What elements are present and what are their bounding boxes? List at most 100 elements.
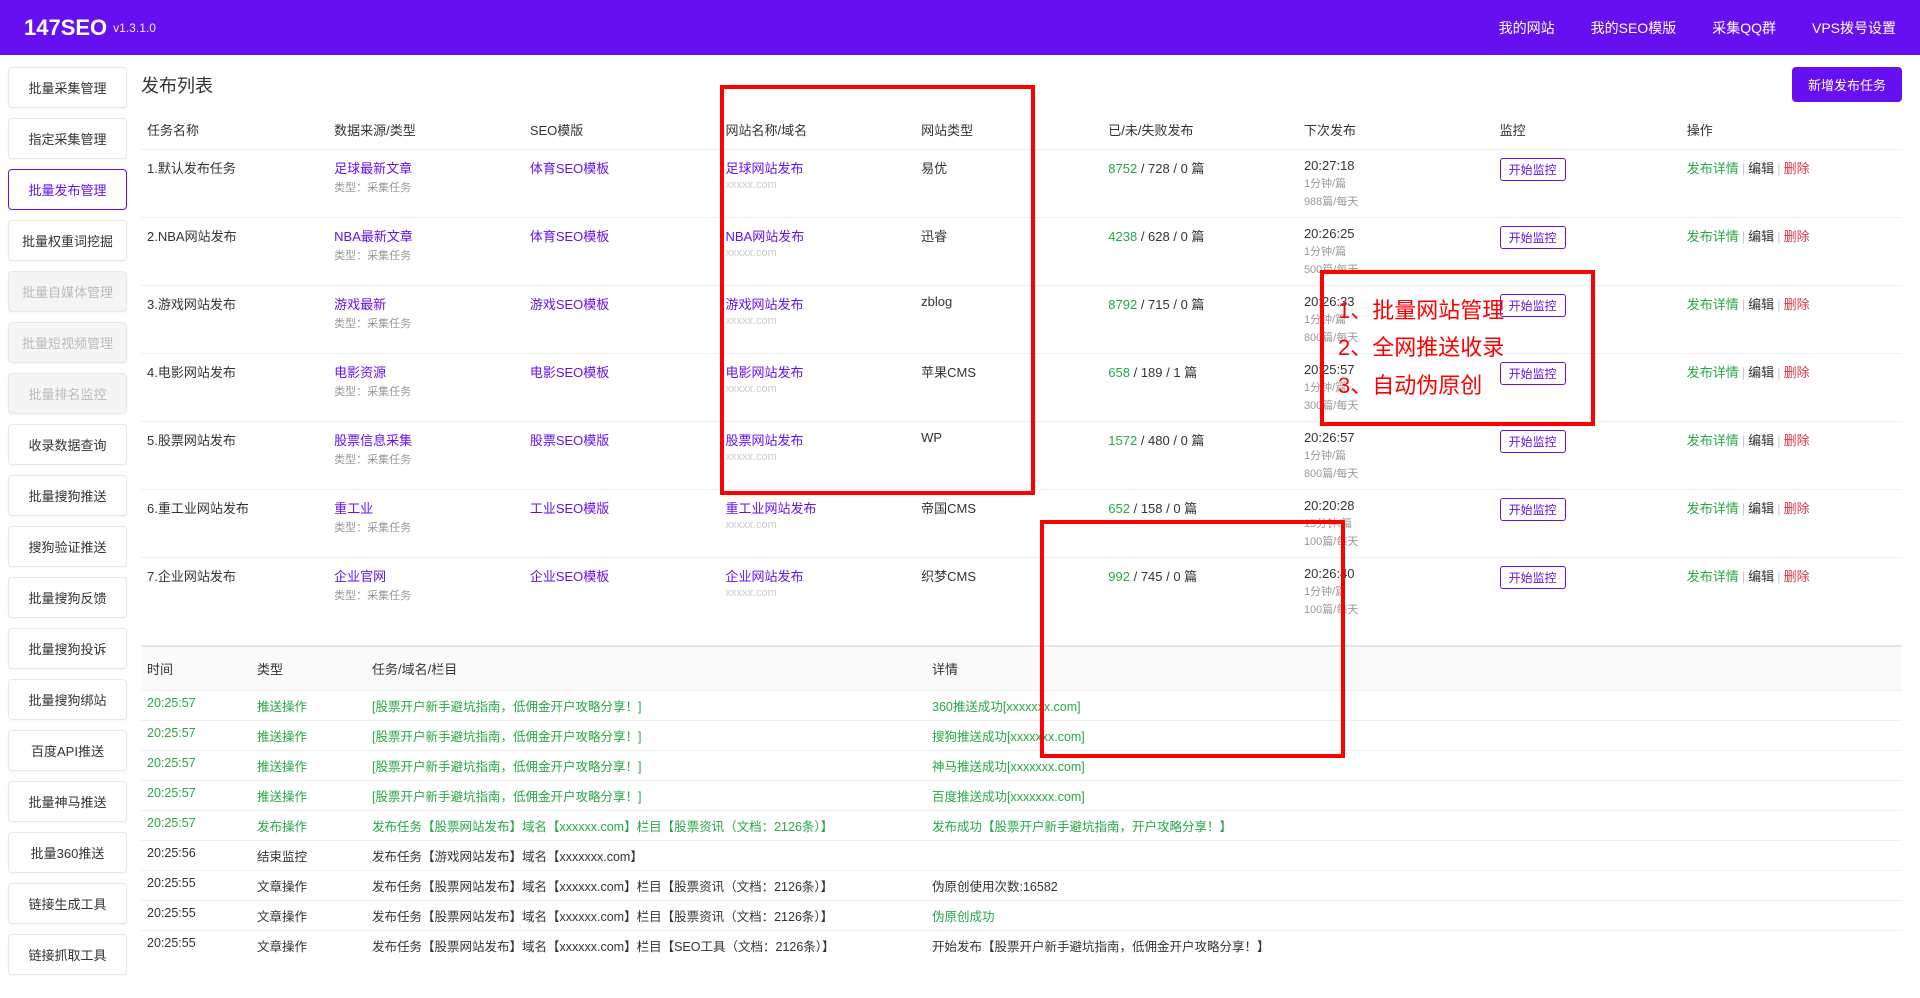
publish-count: 8792 / 715 / 0 篇 (1102, 286, 1298, 354)
op-detail[interactable]: 发布详情 (1687, 161, 1739, 176)
op-delete[interactable]: 删除 (1784, 365, 1810, 380)
data-source-link[interactable]: 足球最新文章 (334, 161, 412, 176)
page-title: 发布列表 (141, 72, 213, 98)
seo-template-link[interactable]: 体育SEO模板 (530, 161, 609, 176)
op-delete[interactable]: 删除 (1784, 569, 1810, 584)
op-delete[interactable]: 删除 (1784, 297, 1810, 312)
sidebar-item-11[interactable]: 批量搜狗投诉 (8, 628, 127, 669)
sidebar-item-0[interactable]: 批量采集管理 (8, 67, 127, 108)
col-header: 网站类型 (915, 110, 1102, 150)
site-name-link[interactable]: 游戏网站发布 (725, 297, 803, 312)
monitor-button[interactable]: 开始监控 (1500, 430, 1566, 453)
log-task: 发布任务【游戏网站发布】域名【xxxxxxx.com】 (366, 841, 926, 871)
site-url: xxxxx.com (725, 383, 909, 395)
sidebar-item-15[interactable]: 批量360推送 (8, 832, 127, 873)
log-time: 20:25:57 (141, 751, 251, 781)
seo-template-link[interactable]: 工业SEO模版 (530, 501, 609, 516)
data-source-link[interactable]: 电影资源 (334, 365, 386, 380)
op-detail[interactable]: 发布详情 (1687, 433, 1739, 448)
sidebar-item-10[interactable]: 批量搜狗反馈 (8, 577, 127, 618)
log-row: 20:25:57推送操作[股票开户新手避坑指南，低佣金开户攻略分享！]百度推送成… (141, 781, 1902, 811)
op-detail[interactable]: 发布详情 (1687, 569, 1739, 584)
sidebar-item-16[interactable]: 链接生成工具 (8, 883, 127, 924)
data-source-link[interactable]: NBA最新文章 (334, 229, 413, 244)
sidebar-item-13[interactable]: 百度API推送 (8, 730, 127, 771)
sidebar-item-17[interactable]: 链接抓取工具 (8, 934, 127, 975)
table-row: 1.默认发布任务足球最新文章类型：采集任务体育SEO模板足球网站发布xxxxx.… (141, 150, 1902, 218)
nav-my-site[interactable]: 我的网站 (1499, 18, 1555, 38)
data-source-link[interactable]: 游戏最新 (334, 297, 386, 312)
seo-template-link[interactable]: 体育SEO模板 (530, 229, 609, 244)
op-detail[interactable]: 发布详情 (1687, 229, 1739, 244)
log-row: 20:25:55文章操作发布任务【股票网站发布】域名【xxxxxx.com】栏目… (141, 901, 1902, 931)
nav-vps-dial[interactable]: VPS拨号设置 (1812, 18, 1896, 38)
op-edit[interactable]: 编辑 (1748, 161, 1774, 176)
sidebar-item-9[interactable]: 搜狗验证推送 (8, 526, 127, 567)
monitor-button[interactable]: 开始监控 (1500, 566, 1566, 589)
seo-template-link[interactable]: 股票SEO模版 (530, 433, 609, 448)
op-edit[interactable]: 编辑 (1748, 297, 1774, 312)
publish-count: 652 / 158 / 0 篇 (1102, 490, 1298, 558)
log-task: [股票开户新手避坑指南，低佣金开户攻略分享！] (366, 691, 926, 721)
data-source-link[interactable]: 股票信息采集 (334, 433, 412, 448)
sidebar-item-7[interactable]: 收录数据查询 (8, 424, 127, 465)
new-publish-task-button[interactable]: 新增发布任务 (1792, 67, 1902, 102)
op-delete[interactable]: 删除 (1784, 161, 1810, 176)
next-publish: 20:26:571分钟/篇800篇/每天 (1298, 422, 1494, 490)
sidebar-item-3[interactable]: 批量权重词挖掘 (8, 220, 127, 261)
op-edit[interactable]: 编辑 (1748, 433, 1774, 448)
log-table: 时间类型任务/域名/栏目详情 20:25:57推送操作[股票开户新手避坑指南，低… (141, 645, 1902, 960)
site-name-link[interactable]: 足球网站发布 (725, 161, 803, 176)
site-type: 易优 (915, 150, 1102, 218)
op-edit[interactable]: 编辑 (1748, 501, 1774, 516)
sidebar-item-12[interactable]: 批量搜狗绑站 (8, 679, 127, 720)
seo-template-link[interactable]: 游戏SEO模板 (530, 297, 609, 312)
op-edit[interactable]: 编辑 (1748, 365, 1774, 380)
op-delete[interactable]: 删除 (1784, 433, 1810, 448)
sidebar-item-8[interactable]: 批量搜狗推送 (8, 475, 127, 516)
task-name: 5.股票网站发布 (141, 422, 328, 490)
task-name: 4.电影网站发布 (141, 354, 328, 422)
site-name-link[interactable]: 企业网站发布 (725, 569, 803, 584)
site-name-link[interactable]: 重工业网站发布 (725, 501, 816, 516)
sidebar-item-2[interactable]: 批量发布管理 (8, 169, 127, 210)
table-row: 2.NBA网站发布NBA最新文章类型：采集任务体育SEO模板NBA网站发布xxx… (141, 218, 1902, 286)
source-type: 类型：采集任务 (334, 315, 518, 331)
monitor-button[interactable]: 开始监控 (1500, 226, 1566, 249)
data-source-link[interactable]: 企业官网 (334, 569, 386, 584)
log-detail: 发布成功【股票开户新手避坑指南，开户攻略分享！】 (926, 811, 1902, 841)
log-col-header: 任务/域名/栏目 (366, 646, 926, 691)
op-detail[interactable]: 发布详情 (1687, 365, 1739, 380)
monitor-button[interactable]: 开始监控 (1500, 498, 1566, 521)
task-name: 3.游戏网站发布 (141, 286, 328, 354)
op-edit[interactable]: 编辑 (1748, 569, 1774, 584)
site-name-link[interactable]: 股票网站发布 (725, 433, 803, 448)
nav-qq-group[interactable]: 采集QQ群 (1712, 18, 1776, 38)
site-name-link[interactable]: 电影网站发布 (725, 365, 803, 380)
monitor-button[interactable]: 开始监控 (1500, 158, 1566, 181)
site-name-link[interactable]: NBA网站发布 (725, 229, 804, 244)
op-delete[interactable]: 删除 (1784, 501, 1810, 516)
site-type: WP (915, 422, 1102, 490)
op-edit[interactable]: 编辑 (1748, 229, 1774, 244)
sidebar-item-14[interactable]: 批量神马推送 (8, 781, 127, 822)
publish-count: 4238 / 628 / 0 篇 (1102, 218, 1298, 286)
log-row: 20:25:57推送操作[股票开户新手避坑指南，低佣金开户攻略分享！]360推送… (141, 691, 1902, 721)
publish-count: 1572 / 480 / 0 篇 (1102, 422, 1298, 490)
op-detail[interactable]: 发布详情 (1687, 501, 1739, 516)
sidebar-item-1[interactable]: 指定采集管理 (8, 118, 127, 159)
task-name: 2.NBA网站发布 (141, 218, 328, 286)
seo-template-link[interactable]: 电影SEO模板 (530, 365, 609, 380)
op-detail[interactable]: 发布详情 (1687, 297, 1739, 312)
col-header: 操作 (1681, 110, 1902, 150)
op-delete[interactable]: 删除 (1784, 229, 1810, 244)
data-source-link[interactable]: 重工业 (334, 501, 373, 516)
table-row: 7.企业网站发布企业官网类型：采集任务企业SEO模板企业网站发布xxxxx.co… (141, 558, 1902, 626)
main-content: 发布列表 新增发布任务 任务名称数据来源/类型SEO模版网站名称/域名网站类型已… (135, 55, 1920, 987)
log-task: [股票开户新手避坑指南，低佣金开户攻略分享！] (366, 781, 926, 811)
nav-seo-template[interactable]: 我的SEO模版 (1591, 18, 1677, 38)
seo-template-link[interactable]: 企业SEO模板 (530, 569, 609, 584)
log-time: 20:25:55 (141, 931, 251, 961)
log-detail: 伪原创使用次数:16582 (926, 871, 1902, 901)
source-type: 类型：采集任务 (334, 587, 518, 603)
